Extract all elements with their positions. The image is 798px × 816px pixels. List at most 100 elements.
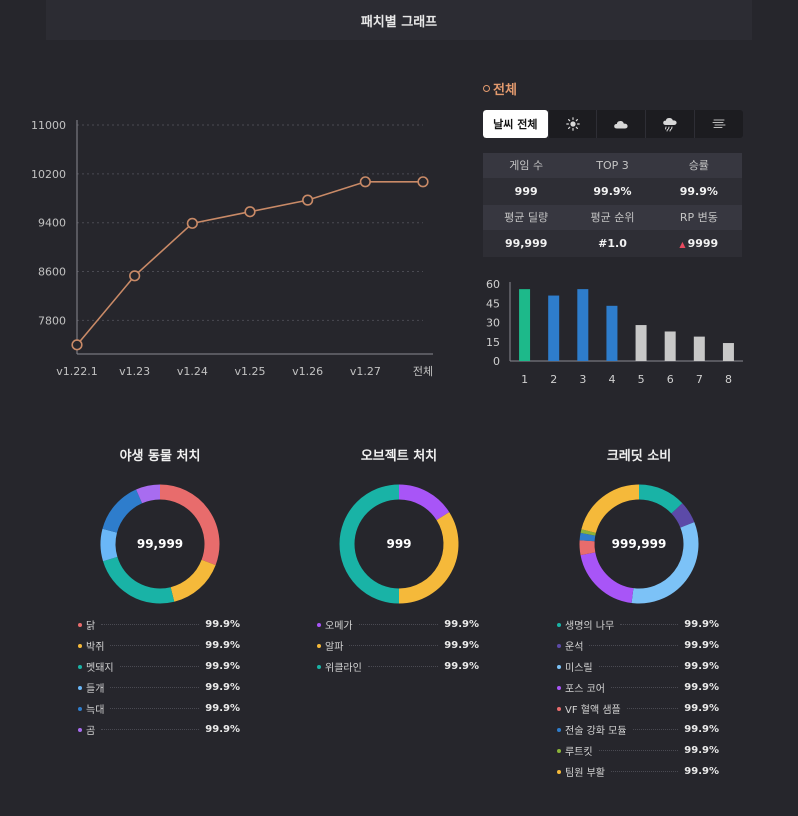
legend-leader-line: [358, 624, 439, 625]
tab-weather-sunny[interactable]: [547, 110, 597, 138]
legend-dot-icon: [557, 769, 561, 774]
donut-chart: 999,999: [577, 482, 701, 606]
sun-icon: [565, 117, 580, 131]
bar-chart-bar[interactable]: [519, 289, 531, 361]
line-chart-point[interactable]: [417, 176, 429, 188]
bar-chart-y-tick: 45: [486, 297, 500, 310]
circle-icon: [483, 85, 490, 92]
line-chart-point[interactable]: [129, 270, 141, 282]
legend-value: 99.9%: [684, 619, 719, 630]
donut-ring: [100, 484, 220, 604]
legend-leader-line: [589, 645, 679, 646]
legend-leader-line: [110, 708, 200, 709]
line-chart-point[interactable]: [186, 217, 198, 229]
donut-chart: 999: [337, 482, 461, 606]
line-chart-point[interactable]: [71, 339, 83, 351]
donut-title: 야생 동물 처치: [119, 449, 201, 464]
legend-value: 99.9%: [444, 661, 479, 672]
bar-chart-bar[interactable]: [606, 305, 618, 361]
line-chart-x-tick: v1.23: [119, 365, 150, 378]
line-chart-x-tick: v1.24: [177, 365, 208, 378]
donut-segment[interactable]: [579, 540, 596, 556]
legend-dot-icon: [557, 748, 561, 753]
legend-item: 들개 99.9%: [78, 677, 240, 698]
legend-label: VF 혈액 샘플: [565, 705, 621, 716]
legend-label: 위클라인: [325, 663, 362, 674]
legend-value: 99.9%: [444, 640, 479, 651]
section-title: 전체: [483, 79, 517, 98]
legend-item: 오메가 99.9%: [317, 614, 479, 635]
donut-segment[interactable]: [100, 528, 118, 562]
legend-label: 전술 강화 모듈: [565, 726, 627, 737]
legend-label: 닭: [86, 621, 96, 632]
legend-dot-icon: [78, 643, 82, 648]
stat-value-avg-rank: #1.0: [598, 237, 627, 250]
stats-header-row: 평균 딜량 평균 순위 RP 변동: [483, 205, 742, 230]
rp-change-value: 9999: [687, 237, 719, 250]
stat-header-avg-rank: 평균 순위: [590, 211, 635, 224]
bar-chart-bar[interactable]: [635, 325, 647, 361]
stat-header-games: 게임 수: [509, 159, 544, 172]
donut-chart: 99,999: [98, 482, 222, 606]
bar-chart-bar[interactable]: [693, 336, 705, 361]
section-title-label: 전체: [493, 83, 517, 98]
donut-segment[interactable]: [398, 484, 450, 521]
donut-segment[interactable]: [631, 522, 699, 604]
legend-leader-line: [626, 708, 679, 709]
line-chart-point[interactable]: [302, 194, 314, 206]
donut-segment[interactable]: [159, 484, 220, 566]
bar-chart-x-tick: 8: [725, 373, 732, 386]
tab-weather-all-label: 날씨 전체: [493, 118, 538, 131]
legend-value: 99.9%: [684, 682, 719, 693]
tab-weather-fog[interactable]: [694, 110, 743, 138]
donut-segment[interactable]: [102, 489, 143, 533]
legend-dot-icon: [78, 685, 82, 690]
bar-chart-bar[interactable]: [664, 331, 676, 361]
donut-segment[interactable]: [579, 532, 596, 542]
donut-segment[interactable]: [580, 529, 596, 536]
donut-segment[interactable]: [170, 559, 216, 602]
stat-value-games: 999: [514, 185, 538, 198]
donut-segment[interactable]: [398, 512, 459, 604]
bar-chart-x-tick: 3: [579, 373, 586, 386]
line-chart-point[interactable]: [359, 176, 371, 188]
tab-weather-cloudy[interactable]: [596, 110, 645, 138]
legend-value: 99.9%: [205, 619, 240, 630]
donut-segment[interactable]: [339, 484, 400, 604]
legend-item: 알파 99.9%: [317, 635, 479, 656]
donut-segment[interactable]: [580, 551, 634, 604]
donut-legend: 생명의 나무 99.9% 운석 99.9% 미스릴 99.9% 포스 코어 99.9% VF 혈…: [557, 614, 719, 782]
legend-item: 생명의 나무 99.9%: [557, 614, 719, 635]
legend-label: 늑대: [86, 705, 105, 716]
line-chart-x-tick: v1.27: [350, 365, 381, 378]
bar-chart-x-tick: 7: [696, 373, 703, 386]
donut-segment[interactable]: [103, 556, 175, 604]
legend-dot-icon: [78, 664, 82, 669]
donut-segment[interactable]: [581, 484, 640, 534]
legend-label: 박쥐: [86, 642, 105, 653]
donut-segment[interactable]: [671, 503, 695, 528]
donut-segment[interactable]: [136, 484, 161, 504]
bar-chart-bar[interactable]: [577, 289, 589, 361]
legend-label: 루트킷: [565, 747, 593, 758]
legend-leader-line: [101, 729, 200, 730]
weather-tabs: 날씨 전체: [483, 110, 743, 138]
line-chart-x-tick: v1.26: [292, 365, 323, 378]
tab-weather-all[interactable]: 날씨 전체: [483, 110, 548, 138]
donut-segment[interactable]: [638, 484, 683, 514]
line-chart-point[interactable]: [244, 206, 256, 218]
legend-dot-icon: [557, 622, 561, 627]
line-chart-x-tick: 전체: [413, 365, 433, 378]
bar-chart-bar[interactable]: [722, 343, 734, 361]
legend-item: 멧돼지 99.9%: [78, 656, 240, 677]
legend-dot-icon: [317, 664, 321, 669]
bar-chart-y-tick: 30: [486, 317, 500, 330]
tab-weather-rain[interactable]: [645, 110, 694, 138]
bar-chart-x-tick: 5: [638, 373, 645, 386]
bar-chart-bar[interactable]: [548, 295, 560, 361]
legend-leader-line: [620, 624, 679, 625]
donut-center-value: 999,999: [611, 537, 667, 551]
legend-item: 팀원 부활 99.9%: [557, 761, 719, 782]
legend-item: 늑대 99.9%: [78, 698, 240, 719]
line-chart-y-tick: 10200: [31, 168, 66, 181]
